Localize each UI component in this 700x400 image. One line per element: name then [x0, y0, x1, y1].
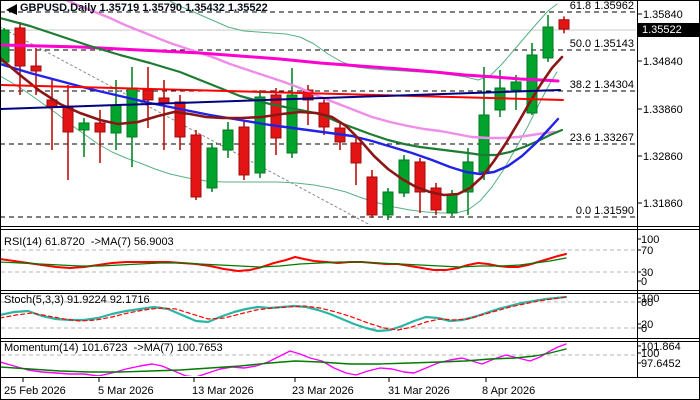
current-price-tag: 1.35522 [638, 23, 700, 37]
bull-candle [462, 161, 474, 193]
stoch-signal-line [1, 296, 567, 331]
stoch-plot-area [1, 295, 636, 333]
bear-candle [62, 106, 74, 133]
bear-candle [430, 187, 442, 211]
bear-candle [190, 134, 202, 198]
bull-candle [206, 147, 218, 189]
fib-label: 0.0 1.31590 [576, 205, 634, 217]
bull-candle [286, 94, 298, 154]
bull-candle [382, 191, 394, 216]
support-trendline-navy [1, 89, 561, 110]
bull-candle [542, 26, 554, 59]
momentum-axis-label: 97.6452 [641, 358, 681, 370]
momentum-axis-label: 101.864 [641, 341, 681, 353]
bear-candle [558, 19, 570, 30]
rsi-axis-label: 100 [641, 234, 659, 246]
stoch-axis-label: 80 [641, 297, 653, 309]
date-axis-label[interactable]: 23 Mar 2026 [292, 385, 354, 397]
momentum-indicator-label: Momentum(14) 101.6723 ->MA(7) 100.7653 [4, 342, 223, 354]
ma-dark-green-line [1, 17, 564, 157]
resistance-trendline-red [1, 84, 564, 101]
momentum-ma-line [1, 348, 567, 373]
rsi-axis-label: 30 [641, 267, 653, 279]
fib-label: 23.6 1.33267 [570, 132, 634, 144]
rsi-ma-line [1, 257, 567, 268]
stoch-axis-label: 100 [641, 293, 659, 305]
envelope-lower-line [1, 71, 558, 214]
bull-candle [510, 81, 522, 91]
momentum-plot-area [1, 343, 636, 376]
chart-title: GBPUSD,Daily 1.35719 1.35790 1.35432 1.3… [20, 2, 268, 14]
rsi-plot-area [1, 249, 636, 273]
fib-label: 50.0 1.35143 [570, 38, 634, 50]
price-axis-label: 1.34840 [643, 56, 683, 68]
stoch-axis-label: 0 [641, 323, 647, 335]
date-axis-label[interactable]: 13 Mar 2026 [192, 385, 254, 397]
bear-candle [158, 97, 170, 104]
main-plot-area[interactable]: 61.8 1.35962 50.0 1.35143 38.2 1.34304 23.6… [0, 0, 636, 226]
bull-candle [126, 87, 138, 138]
bull-candle [222, 129, 234, 151]
momentum-axis-label: 100 [641, 348, 659, 360]
bear-candle [414, 161, 426, 193]
price-axis-label: 1.35840 [643, 9, 683, 21]
fib-label: 38.2 1.34304 [570, 79, 634, 91]
stoch-indicator-label: Stoch(5,3,3) 91.9224 92.1716 [4, 294, 150, 306]
descending-dotted-trendline [1, 26, 372, 225]
bear-candle [94, 122, 106, 133]
bear-candle [350, 142, 362, 164]
stoch-axis-label: 20 [641, 319, 653, 331]
bull-candle [478, 114, 490, 173]
bear-candle [238, 126, 250, 176]
bull-candle [526, 54, 538, 114]
bull-candle [110, 104, 122, 134]
rsi-line [1, 253, 567, 272]
bull-candle [78, 122, 90, 131]
rsi-axis-label: 0 [641, 276, 647, 288]
price-axis-label: 1.33860 [643, 104, 683, 116]
chart-begin-marker-icon [6, 4, 17, 15]
date-axis-label[interactable]: 8 Apr 2026 [482, 385, 535, 397]
momentum-line [1, 343, 567, 376]
rsi-indicator-label: RSI(14) 61.8720 ->MA(7) 56.9003 [4, 236, 174, 248]
date-axis-label[interactable]: 31 Mar 2026 [388, 385, 450, 397]
bull-candle [254, 96, 266, 174]
bear-candle [30, 65, 42, 72]
bull-candle [446, 194, 458, 214]
fib-label: 61.8 1.35962 [570, 0, 634, 12]
date-axis-label[interactable]: 25 Feb 2026 [4, 385, 66, 397]
ma-plum-line [65, 1, 558, 140]
price-axis-label: 1.32860 [643, 151, 683, 163]
ma-magenta-line [1, 43, 560, 83]
envelope-upper-line [168, 1, 558, 81]
ma-blue-line [1, 63, 560, 176]
ma-maroon-line [1, 55, 564, 197]
price-axis-label: 1.31860 [643, 198, 683, 210]
date-axis-label[interactable]: 5 Mar 2026 [98, 385, 154, 397]
rsi-axis-label: 70 [641, 245, 653, 257]
bear-candle [366, 176, 378, 216]
bear-candle [142, 89, 154, 101]
